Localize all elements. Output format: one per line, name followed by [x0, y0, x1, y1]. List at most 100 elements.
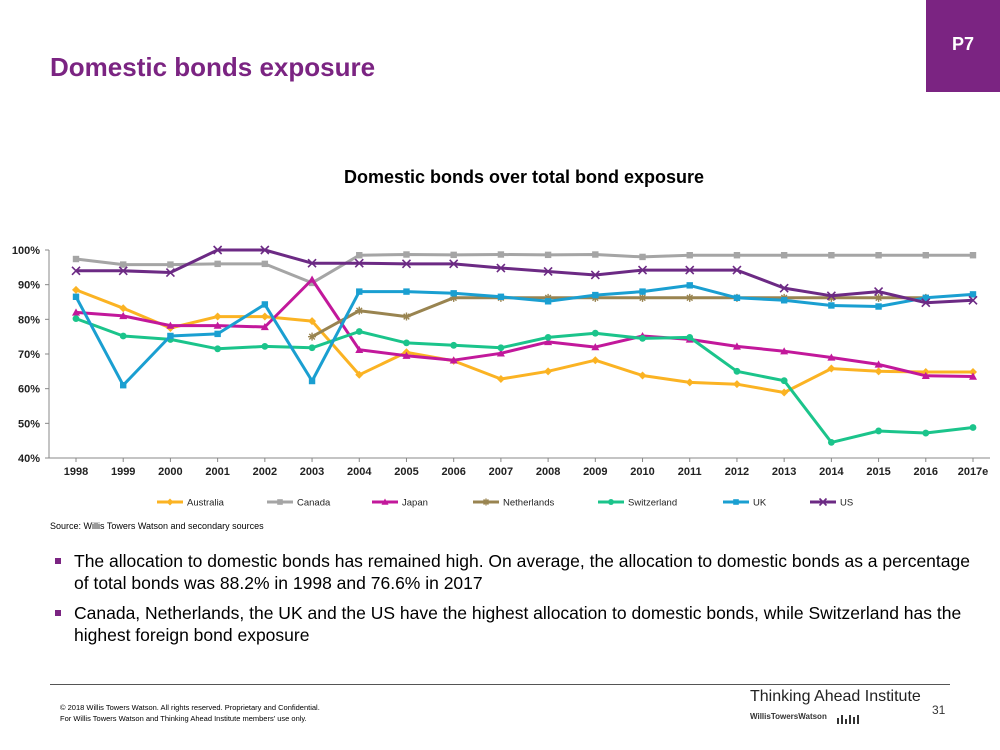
- x-tick-label: 2010: [630, 466, 654, 478]
- data-point-uk: [828, 302, 835, 309]
- data-point-switzerland: [686, 333, 694, 341]
- data-point-japan: [260, 322, 269, 331]
- data-point-japan: [544, 337, 553, 346]
- data-point-canada: [828, 252, 835, 259]
- data-point-australia: [355, 370, 364, 379]
- data-point-canada: [167, 261, 174, 268]
- data-point-us: [732, 265, 742, 275]
- series-line-uk: [74, 283, 974, 387]
- data-point-uk: [497, 293, 505, 300]
- data-point-japan: [119, 311, 128, 320]
- x-tick-label: 2017e: [958, 466, 989, 478]
- data-point-australia: [72, 285, 80, 294]
- legend-label: US: [840, 498, 853, 509]
- data-point-switzerland: [875, 427, 882, 435]
- data-point-canada: [875, 252, 882, 259]
- data-point-canada: [497, 251, 505, 258]
- data-point-canada: [922, 252, 929, 259]
- legend-label: Switzerland: [628, 498, 677, 509]
- legend-entry-australia: Australia: [157, 498, 225, 509]
- data-point-canada: [450, 251, 457, 259]
- data-point-switzerland: [780, 377, 788, 385]
- y-tick-label: 70%: [18, 349, 40, 361]
- x-tick-label: 2006: [441, 466, 465, 478]
- series-australia: [72, 285, 977, 397]
- data-point-australia: [638, 371, 647, 380]
- data-point-uk: [686, 282, 693, 289]
- data-point-switzerland: [403, 339, 410, 347]
- series-switzerland: [72, 315, 977, 446]
- data-point-japan: [402, 351, 411, 359]
- data-point-switzerland: [733, 367, 741, 375]
- data-point-us: [449, 259, 459, 269]
- data-point-netherlands: [544, 293, 553, 302]
- chart-title: Domestic bonds over total bond exposure: [344, 167, 704, 187]
- data-point-canada: [356, 252, 363, 259]
- data-point-australia: [591, 356, 600, 365]
- data-point-canada: [592, 251, 599, 258]
- series-line-us: [76, 248, 974, 305]
- data-point-uk: [733, 294, 741, 302]
- data-point-uk: [214, 330, 221, 338]
- legend-marker-icon: [733, 499, 739, 505]
- legend-label: Australia: [187, 498, 225, 509]
- data-point-switzerland: [261, 342, 269, 350]
- data-point-us: [543, 266, 553, 277]
- copyright-line: © 2018 Willis Towers Watson. All rights …: [60, 703, 320, 712]
- x-tick-label: 2007: [489, 466, 513, 478]
- data-point-netherlands: [827, 293, 836, 302]
- data-point-switzerland: [72, 315, 80, 323]
- page-number: 31: [932, 703, 946, 717]
- series-line-canada: [75, 253, 973, 285]
- data-point-netherlands: [638, 293, 647, 302]
- series-us: [71, 245, 978, 308]
- data-point-uk: [72, 293, 80, 300]
- brand-logo: Thinking Ahead Institute WillisTowersWat…: [750, 688, 921, 724]
- data-point-us: [685, 265, 695, 275]
- data-point-australia: [308, 317, 317, 326]
- series-line-japan: [75, 278, 974, 378]
- data-point-switzerland: [922, 429, 930, 437]
- data-point-japan: [591, 343, 600, 351]
- data-point-canada: [72, 255, 80, 263]
- data-point-us: [165, 267, 175, 278]
- data-point-switzerland: [119, 332, 127, 340]
- y-tick-label: 100%: [12, 245, 40, 257]
- bullet-item: The allocation to domestic bonds has rem…: [50, 550, 970, 594]
- data-point-japan: [921, 371, 930, 380]
- data-point-japan: [969, 372, 977, 380]
- data-point-australia: [780, 388, 789, 397]
- data-point-australia: [827, 364, 836, 373]
- data-point-canada: [120, 261, 127, 268]
- series-netherlands: [308, 293, 930, 341]
- data-point-uk: [356, 288, 363, 295]
- data-point-us: [71, 266, 81, 276]
- data-point-uk: [875, 303, 882, 310]
- data-point-australia: [969, 368, 977, 377]
- data-point-canada: [403, 251, 410, 258]
- copyright-note: © 2018 Willis Towers Watson. All rights …: [60, 702, 320, 724]
- data-point-australia: [732, 380, 741, 389]
- data-point-uk: [780, 297, 788, 304]
- data-point-japan: [732, 342, 741, 350]
- data-point-uk: [969, 291, 977, 298]
- data-point-netherlands: [355, 306, 364, 315]
- data-point-canada: [308, 279, 316, 287]
- data-point-us: [826, 291, 836, 301]
- x-tick-label: 2005: [394, 466, 418, 478]
- data-point-switzerland: [214, 345, 222, 353]
- data-point-japan: [496, 349, 505, 357]
- y-tick-label: 50%: [18, 418, 40, 430]
- data-point-uk: [544, 298, 552, 305]
- bullet-text: The allocation to domestic bonds has rem…: [74, 551, 970, 593]
- legend-marker-icon: [482, 498, 490, 506]
- data-point-japan: [827, 353, 836, 361]
- data-point-uk: [167, 332, 174, 340]
- series-japan: [72, 275, 977, 380]
- legend-entry-uk: UK: [723, 498, 767, 509]
- line-chart: Domestic bonds over total bond exposure …: [12, 167, 990, 509]
- data-point-us: [968, 295, 978, 305]
- legend-label: Canada: [297, 498, 331, 509]
- legend-marker-icon: [277, 499, 283, 505]
- data-point-japan: [355, 345, 364, 354]
